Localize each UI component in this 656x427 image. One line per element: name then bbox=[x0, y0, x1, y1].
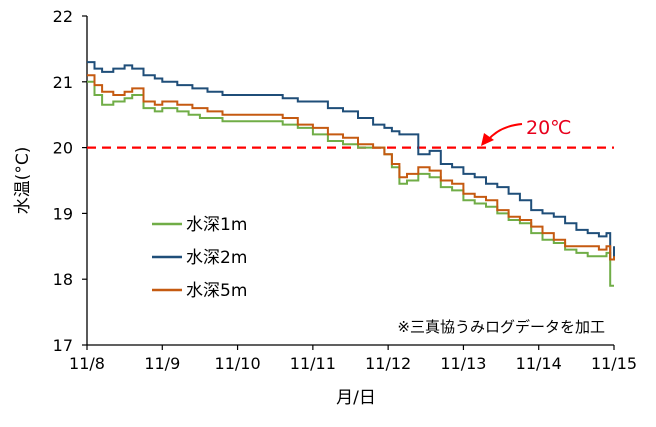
x-tick-label: 11/10 bbox=[215, 354, 261, 373]
series-line-3 bbox=[87, 74, 615, 261]
x-tick-label: 11/13 bbox=[440, 354, 486, 373]
y-tick-label: 17 bbox=[53, 336, 73, 355]
y-tick-label: 19 bbox=[53, 204, 73, 223]
series-line-2 bbox=[87, 61, 615, 261]
y-tick-label: 18 bbox=[53, 270, 73, 289]
y-tick-label: 22 bbox=[53, 7, 73, 26]
annotation-arrow-shaft bbox=[487, 123, 523, 141]
x-tick-label: 11/14 bbox=[516, 354, 562, 373]
legend-label: 水深5m bbox=[186, 281, 247, 301]
annotation-arrow-head bbox=[481, 133, 494, 146]
x-tick-label: 11/9 bbox=[144, 354, 180, 373]
y-tick-label: 21 bbox=[53, 73, 73, 92]
x-tick-label: 11/15 bbox=[591, 354, 637, 373]
x-axis-title: 月/日 bbox=[336, 388, 376, 408]
x-tick-label: 11/11 bbox=[290, 354, 336, 373]
plot-axes: 17 18 19 20 21 22 11/8 11/9 11/10 11/11 11/12 11/13… bbox=[53, 7, 637, 373]
reference-line-label: 20℃ bbox=[526, 117, 572, 139]
legend-label: 水深1m bbox=[186, 215, 247, 235]
legend: 水深1m 水深2m 水深5m bbox=[152, 215, 247, 301]
x-tick-label: 11/8 bbox=[69, 354, 105, 373]
series-layer bbox=[87, 61, 615, 287]
y-axis-title: 水温(°C) bbox=[13, 147, 33, 215]
data-source-note: ※三真協うみログデータを加工 bbox=[397, 318, 605, 336]
x-tick-label: 11/12 bbox=[365, 354, 411, 373]
legend-label: 水深2m bbox=[186, 248, 247, 268]
y-tick-label: 20 bbox=[53, 139, 73, 158]
reference-layer: 20℃ bbox=[87, 117, 614, 149]
